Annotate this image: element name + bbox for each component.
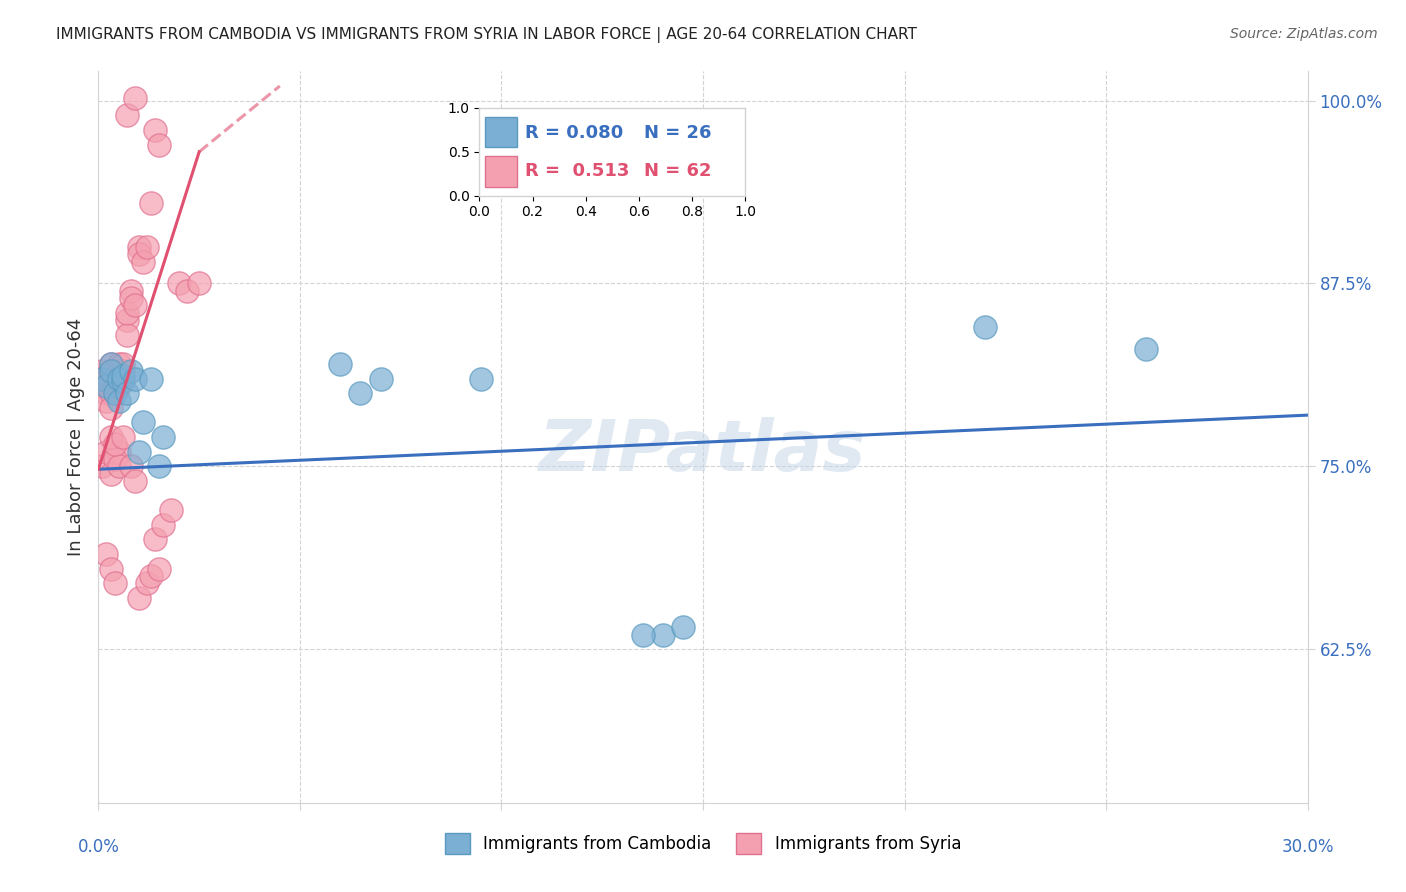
Text: IMMIGRANTS FROM CAMBODIA VS IMMIGRANTS FROM SYRIA IN LABOR FORCE | AGE 20-64 COR: IMMIGRANTS FROM CAMBODIA VS IMMIGRANTS F… [56,27,917,43]
Immigrants from Syria [107,371,129,385]
Immigrants from Cambodia [631,627,654,641]
Immigrants from Syria [111,371,134,385]
Immigrants from Syria [100,401,122,415]
Immigrants from Syria [160,503,183,517]
Text: 30.0%: 30.0% [1281,838,1334,855]
Immigrants from Cambodia [329,357,352,371]
Immigrants from Syria [139,196,162,211]
Immigrants from Syria [96,547,118,561]
Immigrants from Syria [124,298,146,312]
Immigrants from Cambodia [139,371,162,385]
Immigrants from Syria [91,379,114,393]
Immigrants from Syria [132,254,155,268]
Immigrants from Syria [115,313,138,327]
Immigrants from Cambodia [107,371,129,385]
Y-axis label: In Labor Force | Age 20-64: In Labor Force | Age 20-64 [66,318,84,557]
Immigrants from Syria [107,364,129,378]
Immigrants from Syria [96,386,118,401]
Immigrants from Syria [107,459,129,474]
Immigrants from Syria [111,364,134,378]
Immigrants from Cambodia [1135,343,1157,357]
Immigrants from Syria [135,240,157,254]
Immigrants from Syria [100,364,122,378]
Immigrants from Syria [128,247,150,261]
Immigrants from Syria [91,371,114,385]
Immigrants from Syria [103,371,125,385]
Immigrants from Syria [176,284,198,298]
Immigrants from Syria [128,240,150,254]
Immigrants from Syria [107,444,129,458]
Immigrants from Syria [139,569,162,583]
Text: Source: ZipAtlas.com: Source: ZipAtlas.com [1230,27,1378,41]
Immigrants from Cambodia [349,386,371,401]
Immigrants from Cambodia [470,371,492,385]
Immigrants from Syria [115,327,138,342]
Immigrants from Syria [120,459,142,474]
Immigrants from Cambodia [672,620,695,634]
Immigrants from Syria [96,444,118,458]
Immigrants from Syria [100,430,122,444]
Immigrants from Syria [152,517,174,532]
Immigrants from Syria [107,379,129,393]
Immigrants from Cambodia [128,444,150,458]
Immigrants from Cambodia [132,416,155,430]
Immigrants from Syria [96,393,118,408]
Immigrants from Syria [91,459,114,474]
Immigrants from Syria [188,277,211,291]
Immigrants from Cambodia [370,371,392,385]
Immigrants from Cambodia [111,368,134,383]
Immigrants from Syria [128,591,150,605]
Immigrants from Syria [111,357,134,371]
Immigrants from Syria [100,467,122,481]
Immigrants from Syria [107,357,129,371]
Immigrants from Syria [100,386,122,401]
Immigrants from Syria [143,123,166,137]
Immigrants from Syria [91,364,114,378]
Immigrants from Syria [111,430,134,444]
Immigrants from Syria [167,277,190,291]
Immigrants from Syria [96,368,118,383]
Immigrants from Syria [96,375,118,389]
Immigrants from Syria [103,386,125,401]
Immigrants from Syria [124,91,146,105]
Immigrants from Syria [135,576,157,591]
Immigrants from Cambodia [148,459,170,474]
Text: 0.0%: 0.0% [77,838,120,855]
Immigrants from Cambodia [100,357,122,371]
Immigrants from Cambodia [100,364,122,378]
Immigrants from Cambodia [91,371,114,385]
Immigrants from Syria [103,379,125,393]
Immigrants from Syria [115,108,138,122]
Immigrants from Syria [103,452,125,467]
Immigrants from Cambodia [107,393,129,408]
Immigrants from Syria [103,576,125,591]
Legend: Immigrants from Cambodia, Immigrants from Syria: Immigrants from Cambodia, Immigrants fro… [439,827,967,860]
Immigrants from Syria [124,474,146,488]
Immigrants from Cambodia [111,375,134,389]
Immigrants from Syria [100,371,122,385]
Immigrants from Cambodia [103,386,125,401]
Immigrants from Syria [100,357,122,371]
Immigrants from Syria [103,437,125,451]
Immigrants from Syria [143,533,166,547]
Immigrants from Syria [120,291,142,305]
Immigrants from Syria [100,562,122,576]
Immigrants from Cambodia [651,627,673,641]
Immigrants from Cambodia [974,320,997,334]
Immigrants from Syria [148,562,170,576]
Immigrants from Syria [115,306,138,320]
Immigrants from Syria [148,137,170,152]
Immigrants from Cambodia [115,386,138,401]
Immigrants from Cambodia [124,371,146,385]
Text: ZIPatlas: ZIPatlas [540,417,866,486]
Immigrants from Syria [120,284,142,298]
Immigrants from Cambodia [96,379,118,393]
Immigrants from Cambodia [152,430,174,444]
Immigrants from Cambodia [120,364,142,378]
Immigrants from Syria [103,364,125,378]
